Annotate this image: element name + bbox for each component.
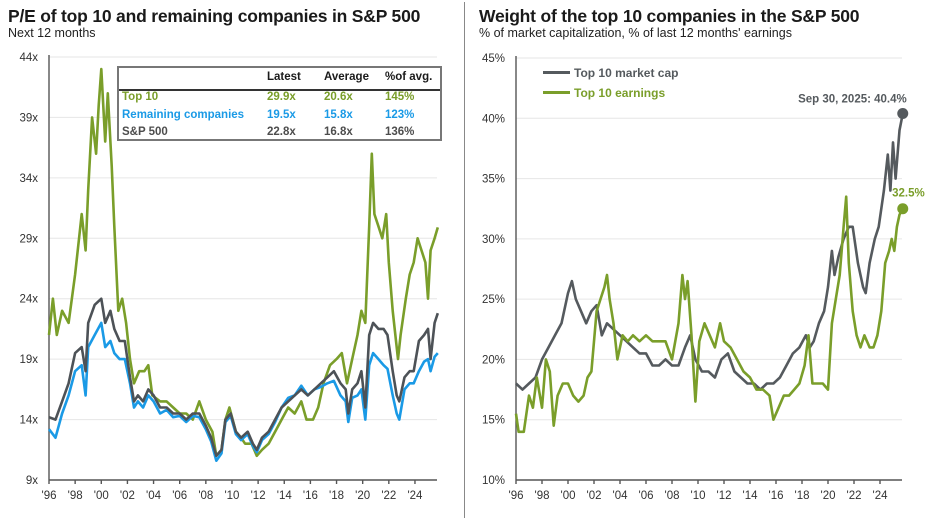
x-tick-label: '06 <box>172 490 187 502</box>
x-tick-label: '18 <box>329 490 344 502</box>
x-tick-label: '16 <box>303 490 318 502</box>
y-tick-label: 30% <box>482 234 505 246</box>
y-tick-label: 44x <box>19 52 38 64</box>
left-chart-subtitle: Next 12 months <box>8 26 96 40</box>
series-line-top-10 <box>47 67 440 458</box>
y-tick-label: 24x <box>19 294 38 306</box>
x-tick-label: '08 <box>665 490 680 502</box>
market-cap-end-marker <box>897 107 909 119</box>
market-cap-end-label: Sep 30, 2025: 40.4% <box>798 93 907 105</box>
header-latest: Latest <box>267 71 301 83</box>
earnings-end-marker <box>897 203 909 215</box>
x-tick-label: '06 <box>639 490 654 502</box>
y-tick-label: 20% <box>482 354 505 366</box>
x-tick-label: '10 <box>224 490 239 502</box>
y-tick-label: 15% <box>482 415 505 427</box>
row-name: Remaining companies <box>122 109 245 121</box>
x-tick-label: '12 <box>251 490 266 502</box>
x-tick-label: '20 <box>355 490 370 502</box>
panel-divider <box>464 2 465 518</box>
x-tick-label: '14 <box>743 490 759 502</box>
x-tick-label: '24 <box>873 490 889 502</box>
x-tick-label: '04 <box>146 490 162 502</box>
legend-label: Top 10 earnings <box>574 86 666 100</box>
x-tick-label: '04 <box>613 490 629 502</box>
x-tick-label: '00 <box>94 490 109 502</box>
pe-table-row-top10: Top 10 29.9x 20.6x 145% <box>119 91 440 109</box>
y-tick-label: 29x <box>19 233 38 245</box>
x-tick-label: '14 <box>277 490 293 502</box>
y-tick-label: 14x <box>19 415 38 427</box>
series-line-top-10-market-cap <box>515 113 905 391</box>
row-pct: 145% <box>385 91 415 103</box>
y-tick-label: 34x <box>19 173 38 185</box>
legend-swatch-earnings <box>543 91 570 95</box>
y-tick-label: 10% <box>482 475 505 487</box>
x-tick-label: '20 <box>821 490 836 502</box>
x-tick-label: '12 <box>717 490 732 502</box>
row-latest: 19.5x <box>267 109 296 121</box>
x-tick-label: '24 <box>407 490 423 502</box>
x-tick-label: '10 <box>691 490 706 502</box>
y-tick-label: 39x <box>19 112 38 124</box>
pe-table-header-row: Latest Average %of avg. <box>119 71 440 89</box>
left-chart-title: P/E of top 10 and remaining companies in… <box>8 6 421 26</box>
row-average: 15.8x <box>324 109 353 121</box>
header-average: Average <box>324 71 369 83</box>
row-pct: 136% <box>385 126 415 138</box>
row-pct: 123% <box>385 109 415 121</box>
x-tick-label: '96 <box>42 490 57 502</box>
pe-summary-table: Latest Average %of avg. Top 10 29.9x 20.… <box>117 66 442 141</box>
header-pct-of-avg: %of avg. <box>385 71 433 83</box>
pe-table-row-sp500: S&P 500 22.8x 16.8x 136% <box>119 126 440 144</box>
right-chart-title: Weight of the top 10 companies in the S&… <box>479 6 860 26</box>
x-tick-label: '16 <box>769 490 784 502</box>
weight-chart: 10% 15% 20% 25% 30% 35% 40% 45% '96 '98 '00 '02 '04 '… <box>482 53 925 502</box>
y-tick-label: 9x <box>26 475 38 487</box>
row-average: 20.6x <box>324 91 353 103</box>
row-latest: 22.8x <box>267 126 296 138</box>
y-tick-label: 45% <box>482 53 505 65</box>
row-name: S&P 500 <box>122 126 168 138</box>
legend-market-cap: Top 10 market cap <box>543 66 678 80</box>
legend-label: Top 10 market cap <box>574 66 679 80</box>
x-tick-label: '96 <box>509 490 524 502</box>
x-tick-label: '02 <box>587 490 602 502</box>
x-tick-label: '00 <box>561 490 576 502</box>
y-tick-label: 35% <box>482 174 505 186</box>
series-line-remaining-companies <box>47 321 439 463</box>
y-tick-label: 40% <box>482 113 505 125</box>
pe-table-header-rule <box>119 89 440 91</box>
x-tick-label: '02 <box>120 490 135 502</box>
x-tick-label: '18 <box>795 490 810 502</box>
row-average: 16.8x <box>324 126 353 138</box>
earnings-end-label: 32.5% <box>892 188 925 200</box>
row-name: Top 10 <box>122 91 159 103</box>
x-tick-label: '08 <box>198 490 213 502</box>
x-tick-label: '22 <box>381 490 396 502</box>
y-tick-label: 19x <box>19 354 38 366</box>
x-tick-label: '98 <box>535 490 550 502</box>
legend-earnings: Top 10 earnings <box>543 86 665 100</box>
series-line-top-10-earnings <box>514 195 904 434</box>
x-tick-label: '98 <box>68 490 83 502</box>
right-chart-subtitle: % of market capitalization, % of last 12… <box>479 26 792 40</box>
legend-swatch-market-cap <box>543 71 570 75</box>
x-tick-label: '22 <box>847 490 862 502</box>
series-line-s-p-500 <box>48 297 440 458</box>
pe-table-row-remaining: Remaining companies 19.5x 15.8x 123% <box>119 109 440 127</box>
y-tick-label: 25% <box>482 294 505 306</box>
row-latest: 29.9x <box>267 91 296 103</box>
